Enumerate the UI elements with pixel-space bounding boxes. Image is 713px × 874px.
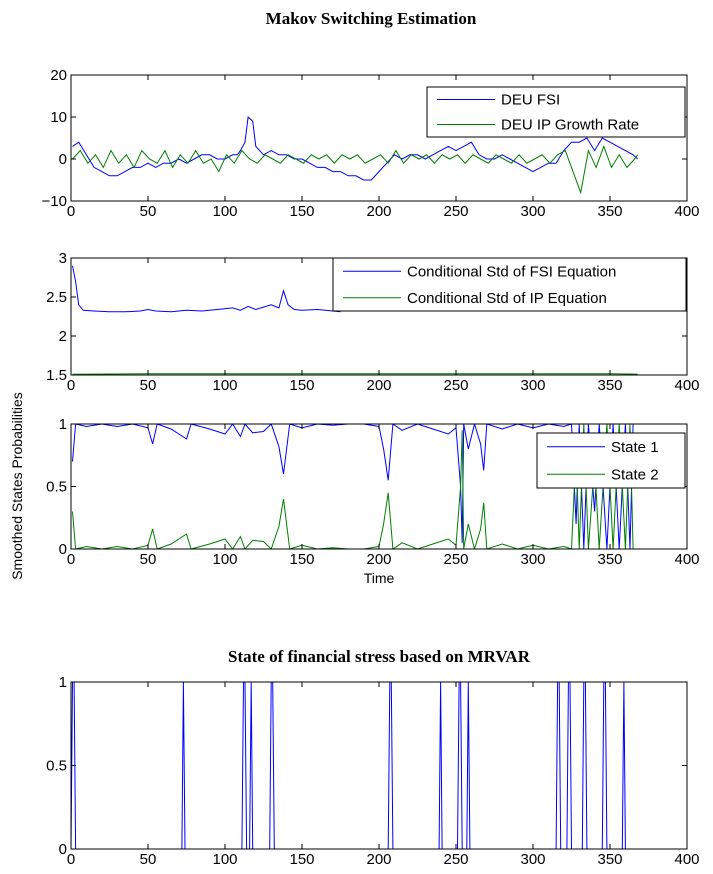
legend-2: Conditional Std of FSI Equation Condition…: [332, 257, 687, 312]
legend-label: DEU IP Growth Rate: [501, 117, 639, 134]
x-tick-label: 200: [366, 551, 391, 568]
series-line-1-2: [72, 144, 639, 195]
x-tick-label: 0: [67, 551, 75, 568]
panel-3: 0 50 100 150 200 250 300 350 400 1 0.5 0 Time State 1…: [46, 416, 699, 586]
x-tick-label: 350: [597, 377, 622, 394]
legend-1: DEU FSI DEU IP Growth Rate: [426, 86, 686, 138]
series-line-2-1: [72, 265, 341, 313]
panel-4: State of financial stress based on MRVAR…: [46, 647, 699, 868]
y-tick-label: 1: [59, 674, 67, 691]
x-tick-label: 250: [443, 203, 468, 220]
x-tick-label: 300: [520, 551, 545, 568]
y-tick-label: 2.5: [46, 289, 67, 306]
x-tick-label: 0: [67, 851, 75, 868]
y-tick-label: 2: [59, 328, 67, 345]
x-tick-label: 150: [289, 203, 314, 220]
y-tick-label: 0: [59, 151, 67, 168]
x-tick-label: 200: [366, 851, 391, 868]
y-tick-label: 0: [59, 541, 67, 558]
y-tick-label: 1.5: [46, 367, 67, 384]
x-tick-label: 50: [140, 203, 157, 220]
y-tick-label: 10: [50, 109, 67, 126]
x-tick-label: 350: [597, 551, 622, 568]
x-tick-label: 50: [140, 377, 157, 394]
legend-label: DEU FSI: [501, 92, 560, 109]
figure-title: Makov Switching Estimation: [266, 9, 477, 28]
x-tick-label: 250: [443, 551, 468, 568]
x-tick-label: 350: [597, 851, 622, 868]
x-tick-label: 400: [674, 377, 699, 394]
x-tick-label: 200: [366, 377, 391, 394]
x-tick-label: 400: [674, 203, 699, 220]
legend-label: State 1: [611, 439, 659, 456]
y-tick-label: 0.5: [46, 479, 67, 496]
x-tick-label: 400: [674, 851, 699, 868]
y-tick-label: −10: [42, 193, 67, 210]
legend-box: [426, 86, 686, 138]
x-tick-label: 100: [212, 551, 237, 568]
x-tick-label: 50: [140, 851, 157, 868]
legend-label: State 2: [611, 466, 659, 483]
x-tick-label: 0: [67, 203, 75, 220]
y-tick-label: 0.5: [46, 758, 67, 775]
legend-box: [536, 432, 686, 489]
x-tick-label: 150: [289, 851, 314, 868]
x-tick-label: 250: [443, 851, 468, 868]
x-tick-label: 400: [674, 551, 699, 568]
x-tick-label: 50: [140, 551, 157, 568]
legend-3: State 1 State 2: [536, 432, 686, 489]
x-axis-label: Time: [364, 570, 395, 586]
y-tick-label: 0: [59, 841, 67, 858]
x-tick-label: 150: [289, 377, 314, 394]
x-tick-label: 100: [212, 851, 237, 868]
series-line-4-1: [71, 682, 638, 849]
legend-box: [332, 257, 687, 312]
x-tick-label: 300: [520, 851, 545, 868]
y-tick-label: 20: [50, 67, 67, 84]
y-tick-label: 3: [59, 250, 67, 267]
legend-label: Conditional Std of IP Equation: [407, 290, 607, 307]
panel-4-title: State of financial stress based on MRVAR: [228, 647, 531, 666]
x-tick-label: 350: [597, 203, 622, 220]
legend-label: Conditional Std of FSI Equation: [407, 263, 616, 280]
x-tick-label: 300: [520, 203, 545, 220]
series-line-1-1: [72, 115, 639, 181]
x-tick-label: 300: [520, 377, 545, 394]
panel-2: 0 50 100 150 200 250 300 350 400 3 2.5 2 1.5 Conditio…: [46, 250, 699, 394]
x-tick-label: 250: [443, 377, 468, 394]
x-tick-label: 0: [67, 377, 75, 394]
y-tick-label: 1: [59, 416, 67, 433]
x-tick-label: 100: [212, 377, 237, 394]
x-tick-label: 150: [289, 551, 314, 568]
x-tick-label: 200: [366, 203, 391, 220]
x-tick-label: 100: [212, 203, 237, 220]
y-shared-label: Smoothed States Probabilities: [9, 392, 25, 580]
